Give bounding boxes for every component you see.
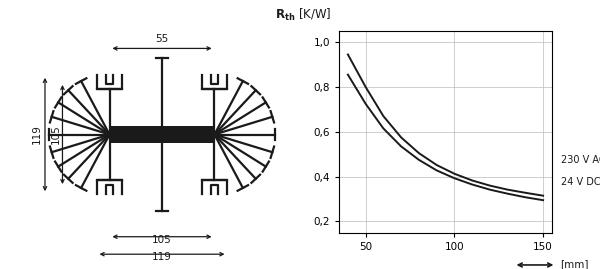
Text: [mm]: [mm] [560, 259, 589, 269]
Text: 55: 55 [155, 34, 169, 44]
Text: 24 V DC: 24 V DC [560, 177, 600, 187]
Text: 105: 105 [152, 235, 172, 245]
Text: 230 V AC: 230 V AC [560, 155, 600, 165]
Bar [110, 126, 214, 143]
Text: 8: 8 [179, 128, 186, 138]
Text: $\mathbf{R_{th}}$ [K/W]: $\mathbf{R_{th}}$ [K/W] [275, 7, 332, 23]
Text: 105: 105 [51, 125, 61, 144]
Text: 119: 119 [152, 252, 172, 262]
Text: 119: 119 [32, 125, 42, 144]
